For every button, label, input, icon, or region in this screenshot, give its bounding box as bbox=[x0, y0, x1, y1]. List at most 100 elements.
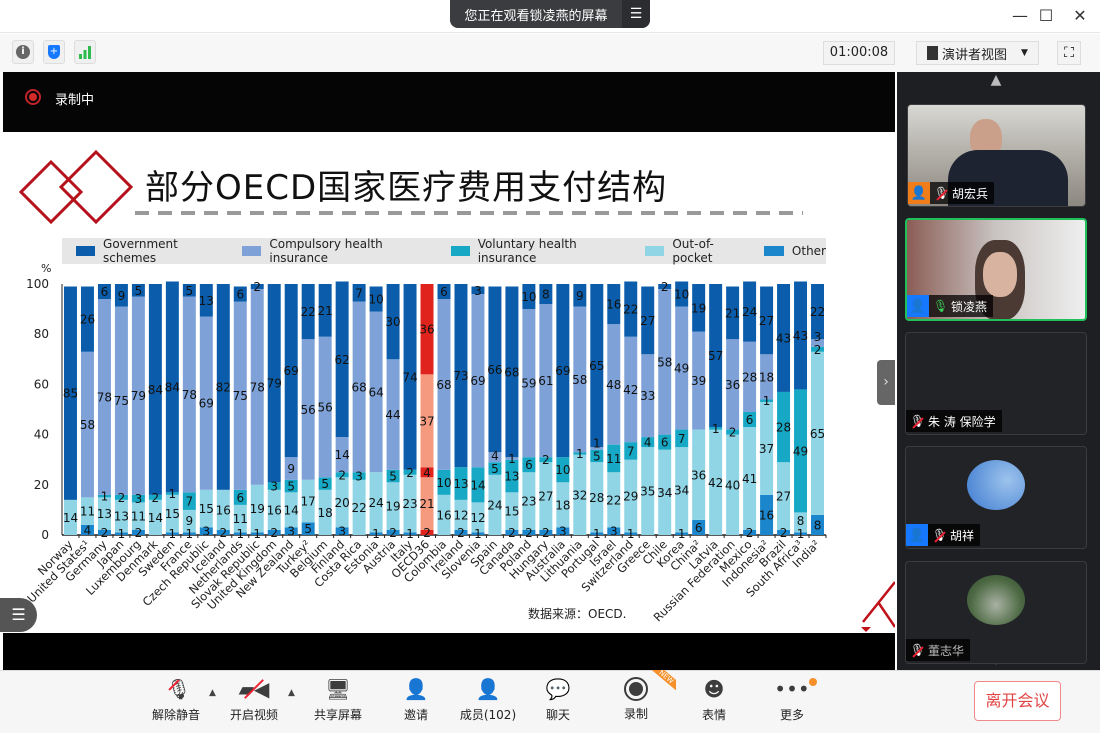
bar-segment bbox=[131, 296, 145, 495]
data-label: 19 bbox=[691, 301, 706, 315]
invite-label: 邀请 bbox=[403, 708, 428, 722]
record-button[interactable]: 录制 bbox=[601, 676, 671, 728]
data-label: 1 bbox=[406, 527, 414, 541]
data-label: 14 bbox=[334, 448, 349, 462]
menu-icon[interactable]: ☰ bbox=[622, 0, 650, 28]
view-mode-dropdown[interactable]: 演讲者视图 ▼ bbox=[916, 41, 1039, 65]
data-label: 2 bbox=[661, 280, 669, 294]
bar-segment bbox=[114, 499, 128, 533]
mic-muted-icon: 🎙 bbox=[932, 528, 948, 542]
data-label: 20 bbox=[334, 496, 349, 510]
layout-icon bbox=[927, 46, 938, 60]
bar-segment bbox=[488, 452, 502, 463]
data-label: 21 bbox=[318, 304, 333, 318]
data-label: 22 bbox=[301, 305, 316, 319]
data-label: 2 bbox=[406, 466, 414, 480]
bar-segment bbox=[471, 532, 485, 535]
data-label: 5 bbox=[389, 470, 397, 484]
fullscreen-icon[interactable]: ⛶ bbox=[1057, 41, 1081, 65]
data-label: 6 bbox=[661, 436, 669, 450]
bar-segment bbox=[216, 489, 230, 530]
members-label: 成员(102) bbox=[459, 708, 517, 722]
video-options-caret[interactable]: ▲ bbox=[288, 688, 295, 698]
emoji-label: 表情 bbox=[701, 708, 726, 722]
screen-share-banner[interactable]: 您正在观看锁凌燕的屏幕 ☰ bbox=[450, 0, 650, 28]
data-label: 58 bbox=[572, 373, 587, 387]
slide-title: 部分OECD国家医疗费用支付结构 bbox=[145, 168, 668, 208]
bar-segment bbox=[794, 512, 808, 533]
emoji-button[interactable]: ☻ 表情 bbox=[679, 676, 749, 728]
bar-segment bbox=[590, 532, 604, 535]
data-label: 1 bbox=[474, 527, 482, 541]
avatar bbox=[967, 460, 1025, 510]
bar-segment bbox=[811, 339, 824, 347]
signal-icon[interactable] bbox=[74, 40, 96, 64]
bar-segment bbox=[471, 294, 485, 468]
security-shield-icon[interactable]: + bbox=[43, 40, 65, 64]
members-button[interactable]: 👤 成员(102) bbox=[453, 676, 523, 728]
bar-segment bbox=[80, 524, 94, 535]
data-label: 79 bbox=[131, 389, 146, 403]
legend-label: Out-of-pocket bbox=[672, 237, 714, 265]
data-label: 56 bbox=[301, 403, 316, 417]
bar-segment bbox=[658, 289, 672, 435]
maximize-button[interactable]: ☐ bbox=[1038, 6, 1054, 25]
chat-button[interactable]: 💬 聊天 bbox=[523, 676, 593, 728]
data-label: 27 bbox=[640, 314, 655, 328]
bar-segment bbox=[624, 336, 638, 443]
data-label: 1 bbox=[169, 487, 177, 501]
share-screen-button[interactable]: 🖥 共享屏幕 bbox=[303, 676, 373, 728]
data-label: 18 bbox=[759, 370, 774, 384]
scroll-up-icon[interactable]: ▲ bbox=[990, 72, 1002, 88]
participant-tile[interactable]: 🎙 董志华 bbox=[905, 561, 1087, 664]
data-label: 43 bbox=[793, 329, 808, 343]
recording-label: 录制中 bbox=[55, 93, 95, 108]
leave-meeting-button[interactable]: 离开会议 bbox=[974, 681, 1061, 721]
participant-tile[interactable]: 🎙 朱 涛 保险学 bbox=[905, 332, 1087, 435]
invite-button[interactable]: 👤 邀请 bbox=[381, 676, 451, 728]
bar-segment bbox=[369, 472, 383, 533]
minimize-button[interactable]: — bbox=[1012, 6, 1028, 25]
list-menu-icon[interactable]: ☰ bbox=[0, 598, 37, 632]
bar-segment bbox=[658, 434, 672, 450]
more-button[interactable]: ••• 更多 bbox=[757, 676, 827, 728]
data-label: 2 bbox=[729, 426, 737, 440]
data-label: 33 bbox=[640, 389, 655, 403]
bar-segment bbox=[233, 532, 247, 535]
bar-segment bbox=[471, 467, 485, 503]
bar-segment bbox=[284, 527, 298, 535]
notification-dot bbox=[809, 678, 817, 686]
bar-segment bbox=[811, 351, 824, 515]
data-label: 11 bbox=[606, 452, 621, 466]
recording-icon bbox=[25, 89, 41, 105]
bar-segment bbox=[216, 284, 230, 490]
participant-tile[interactable]: 👤 🎙 胡祥 bbox=[905, 446, 1087, 549]
data-label: 37 bbox=[759, 442, 774, 456]
info-icon[interactable]: i bbox=[12, 40, 34, 64]
bar-segment bbox=[522, 529, 536, 535]
participant-tile[interactable]: 👤 🎙 锁凌燕 bbox=[905, 218, 1087, 321]
data-label: 42 bbox=[708, 476, 723, 490]
data-label: 27 bbox=[759, 314, 774, 328]
bar-segment bbox=[420, 284, 434, 375]
data-label: 28 bbox=[742, 370, 757, 384]
start-video-button[interactable]: ▰◀ 开启视频 bbox=[219, 676, 289, 728]
bar-segment bbox=[148, 499, 162, 535]
data-label: 9 bbox=[118, 289, 126, 303]
bar-segment bbox=[505, 529, 519, 535]
data-label: 32 bbox=[572, 488, 587, 502]
bar-segment bbox=[556, 457, 570, 483]
audio-options-caret[interactable]: ▲ bbox=[209, 688, 216, 698]
data-label: 14 bbox=[63, 511, 78, 525]
bar-segment bbox=[267, 529, 281, 535]
legend-swatch bbox=[763, 246, 784, 256]
unmute-button[interactable]: 🎙 解除静音 bbox=[141, 676, 211, 728]
data-label: 36 bbox=[691, 468, 706, 482]
share-screen-icon: 🖥 bbox=[325, 677, 351, 701]
bar-segment bbox=[760, 401, 774, 495]
diamond-logo bbox=[18, 159, 84, 225]
bar-segment bbox=[743, 341, 757, 413]
participant-tile[interactable]: 👤 🎙 胡宏兵 bbox=[907, 104, 1086, 207]
close-button[interactable]: ✕ bbox=[1073, 6, 1087, 25]
chevron-right-icon[interactable]: › bbox=[877, 360, 895, 405]
